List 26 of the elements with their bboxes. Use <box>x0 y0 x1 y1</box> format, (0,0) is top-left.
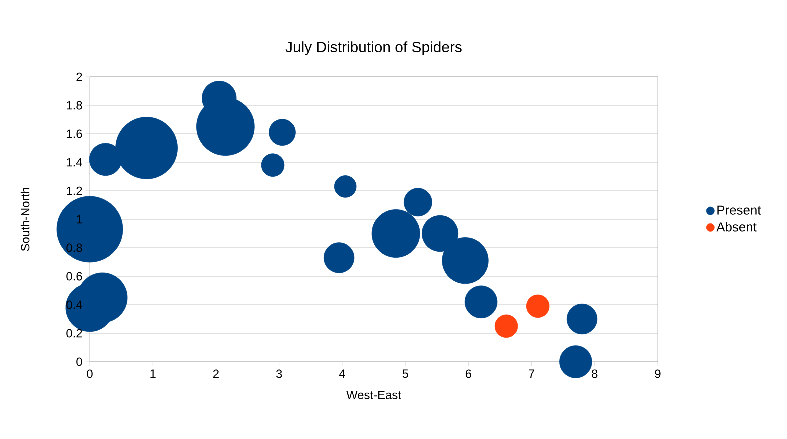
x-tick-label: 6 <box>466 370 472 378</box>
y-tick-label: 0.4 <box>66 300 82 310</box>
x-tick-label: 1 <box>150 370 156 378</box>
y-axis-title: South-North <box>20 188 30 252</box>
x-tick-label: 4 <box>339 370 346 378</box>
y-tick-label: 0.8 <box>66 244 82 252</box>
x-tick-label: 9 <box>655 370 661 378</box>
y-tick-label: 2 <box>76 72 82 82</box>
chart-title: July Distribution of Spiders <box>286 42 462 56</box>
y-tick-label: 1.2 <box>67 186 82 196</box>
x-axis-title: West-East <box>346 391 402 400</box>
x-tick-label: 0 <box>87 370 93 378</box>
x-tick-label: 2 <box>213 370 219 378</box>
x-tick-label: 3 <box>276 370 282 378</box>
legend-label: Present <box>718 206 762 215</box>
y-tick-label: 0.2 <box>66 329 82 338</box>
x-tick-label: 5 <box>402 370 408 378</box>
y-tick-label: 1.6 <box>67 130 82 138</box>
x-tick-label: 7 <box>529 370 534 378</box>
x-tick-label: 8 <box>592 370 598 378</box>
y-tick-label: 0.6 <box>66 272 82 281</box>
y-tick-label: 0 <box>76 358 82 366</box>
y-tick-label: 1.8 <box>67 101 82 110</box>
y-tick-label: 1 <box>77 215 82 224</box>
legend-label: Absent <box>716 222 757 232</box>
y-tick-label: 1.4 <box>67 158 82 167</box>
